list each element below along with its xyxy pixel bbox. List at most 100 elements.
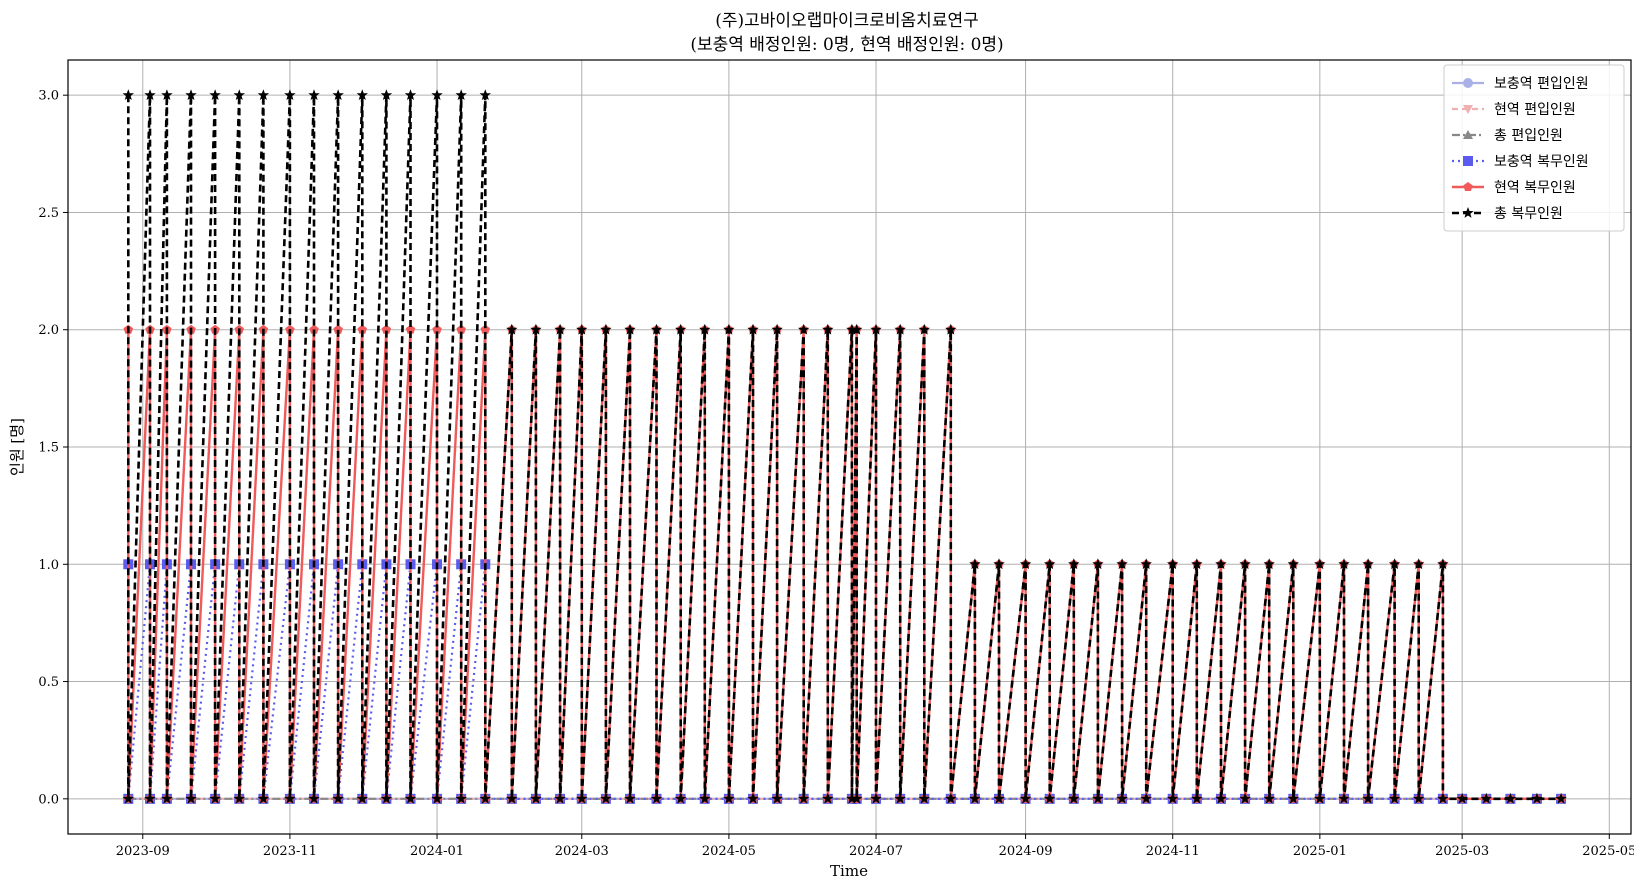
data-point (1140, 558, 1152, 570)
data-point (554, 792, 566, 804)
data-point (1239, 558, 1251, 570)
data-point (122, 792, 134, 804)
data-point (822, 323, 834, 335)
x-tick-label: 2025-03 (1435, 844, 1489, 859)
x-tick-label: 2024-09 (999, 844, 1053, 859)
data-point (1437, 558, 1449, 570)
data-point (530, 792, 542, 804)
data-point (455, 89, 467, 100)
data-point (993, 792, 1005, 804)
data-point (624, 792, 636, 804)
data-point (576, 323, 588, 335)
data-point (650, 792, 663, 804)
x-tick-label: 2024-11 (1146, 844, 1200, 859)
legend-box (1443, 64, 1625, 232)
data-point (969, 792, 981, 804)
data-point (1263, 558, 1275, 570)
data-point (1092, 792, 1104, 804)
x-tick-label: 2024-07 (849, 844, 903, 859)
data-point (185, 89, 197, 100)
data-point (357, 324, 367, 334)
data-point (1019, 792, 1032, 804)
y-tick-label: 3.0 (38, 89, 59, 104)
data-point (1388, 792, 1401, 804)
data-point (675, 323, 687, 335)
data-point (257, 792, 270, 804)
data-point (1555, 792, 1567, 804)
series-line (127, 93, 1562, 801)
x-tick-label: 2023-09 (116, 844, 170, 859)
legend-entry-label: 보충역 편입인원 (1494, 76, 1589, 92)
legend-entry-label: 총 편입인원 (1494, 128, 1563, 144)
data-point (122, 89, 134, 100)
data-point (1338, 792, 1350, 804)
data-point (1362, 558, 1374, 570)
x-tick-label: 2025-05 (1582, 844, 1634, 859)
data-point (723, 323, 735, 335)
data-point (185, 792, 197, 804)
y-tick-label: 1.5 (38, 441, 59, 456)
data-point (309, 324, 319, 334)
data-point (356, 792, 368, 804)
data-point (1413, 558, 1425, 570)
legend-entry-label: 총 복무인원 (1494, 206, 1563, 222)
data-point (747, 323, 759, 335)
data-point (1338, 558, 1350, 570)
data-point (771, 792, 783, 804)
data-point (1140, 792, 1152, 804)
data-point (846, 323, 858, 335)
legend-swatch-marker (1463, 130, 1473, 139)
data-point (455, 792, 467, 804)
axis-ticks: 2023-09 2023-11 2024-01 2024-03 2024-05 2024-… (38, 89, 1634, 859)
series-layer (122, 89, 1567, 804)
data-point (699, 323, 711, 335)
data-point (851, 323, 863, 335)
data-point (332, 89, 344, 100)
y-tick-label: 2.5 (38, 206, 59, 221)
data-point (144, 792, 156, 804)
legend-entry-label: 보충역 복무인원 (1494, 154, 1589, 170)
data-point (699, 792, 711, 804)
data-point (798, 792, 810, 804)
data-point (723, 792, 735, 804)
data-point (870, 323, 882, 335)
plot-frame (67, 59, 1632, 835)
data-point (1167, 792, 1179, 804)
data-point (284, 792, 296, 804)
x-tick-label: 2024-05 (702, 844, 756, 859)
legend-entry-label: 현역 편입인원 (1494, 102, 1576, 118)
data-point (1287, 792, 1299, 804)
data-point (1314, 792, 1326, 804)
data-point (530, 323, 542, 335)
legend-swatch-marker (1463, 156, 1473, 166)
data-point (506, 792, 518, 804)
data-point (1263, 792, 1275, 804)
data-point (308, 89, 320, 100)
data-point (1092, 558, 1104, 570)
data-point (1456, 792, 1468, 804)
data-point (161, 89, 173, 100)
data-point (747, 792, 759, 804)
data-point (675, 792, 687, 804)
data-point (144, 89, 156, 100)
data-point (554, 323, 566, 335)
data-point (1068, 792, 1080, 804)
x-tick-label: 2024-03 (555, 844, 609, 859)
x-tick-label: 2025-01 (1293, 844, 1347, 859)
data-point (431, 89, 443, 100)
data-point (1191, 792, 1203, 804)
data-point (480, 324, 490, 334)
data-point (1480, 792, 1492, 804)
data-point (851, 792, 863, 804)
data-point (161, 792, 173, 804)
data-point (945, 792, 957, 804)
data-point (1019, 558, 1032, 570)
data-point (969, 558, 981, 570)
data-point (233, 89, 245, 100)
data-point (380, 89, 393, 100)
data-point (1314, 558, 1326, 570)
data-point (624, 323, 636, 335)
data-point (1116, 558, 1128, 570)
data-point (257, 89, 270, 100)
data-point (431, 792, 443, 804)
